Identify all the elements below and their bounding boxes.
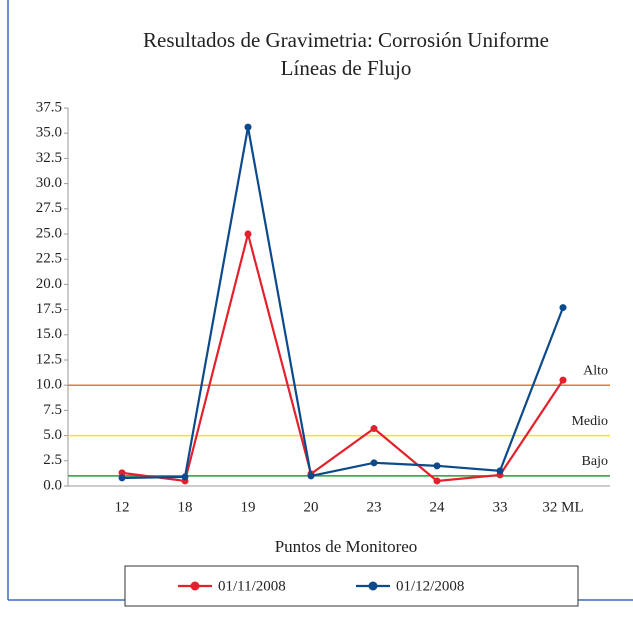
reference-label: Alto — [583, 363, 608, 378]
chart-title: Resultados de Gravimetria: Corrosión Uni… — [143, 28, 549, 52]
y-tick-label: 30.0 — [36, 175, 62, 191]
legend-marker — [368, 581, 378, 591]
y-tick-label: 17.5 — [36, 301, 62, 317]
chart-subtitle: Líneas de Flujo — [281, 56, 412, 80]
y-tick-label: 7.5 — [43, 402, 62, 418]
legend-label: 01/12/2008 — [396, 578, 464, 594]
y-tick-label: 12.5 — [36, 351, 62, 367]
data-point — [559, 304, 567, 312]
y-tick-label: 0.0 — [43, 477, 62, 493]
x-tick-label: 18 — [178, 499, 193, 515]
x-tick-label: 33 — [493, 499, 508, 515]
data-point — [433, 477, 441, 485]
data-point — [370, 425, 378, 433]
y-tick-label: 32.5 — [36, 150, 62, 166]
x-axis-title: Puntos de Monitoreo — [275, 537, 418, 556]
y-tick-label: 5.0 — [43, 427, 62, 443]
y-tick-label: 20.0 — [36, 276, 62, 292]
legend-label: 01/11/2008 — [218, 578, 286, 594]
data-point — [244, 230, 252, 238]
y-tick-label: 37.5 — [36, 99, 62, 115]
x-tick-label: 19 — [241, 499, 256, 515]
data-point — [181, 473, 189, 481]
x-tick-label: 20 — [304, 499, 319, 515]
y-tick-label: 27.5 — [36, 200, 62, 216]
data-point — [244, 123, 252, 131]
x-tick-label: 23 — [367, 499, 382, 515]
data-point — [433, 462, 441, 470]
data-point — [307, 472, 315, 480]
data-point — [370, 459, 378, 467]
reference-label: Medio — [571, 414, 608, 429]
y-tick-label: 25.0 — [36, 225, 62, 241]
series-line — [121, 126, 565, 480]
y-tick-label: 10.0 — [36, 377, 62, 393]
y-tick-label: 2.5 — [43, 452, 62, 468]
data-point — [118, 474, 126, 482]
y-tick-label: 22.5 — [36, 251, 62, 267]
y-tick-label: 35.0 — [36, 125, 62, 141]
legend-marker — [190, 581, 200, 591]
series-line — [121, 229, 564, 483]
y-tick-label: 15.0 — [36, 326, 62, 342]
data-point — [559, 376, 567, 384]
reference-label: Bajo — [582, 454, 608, 469]
x-tick-label: 32 ML — [542, 499, 583, 515]
data-point — [118, 469, 126, 477]
x-tick-label: 24 — [430, 499, 446, 515]
data-point — [496, 467, 504, 475]
x-tick-label: 12 — [115, 499, 130, 515]
